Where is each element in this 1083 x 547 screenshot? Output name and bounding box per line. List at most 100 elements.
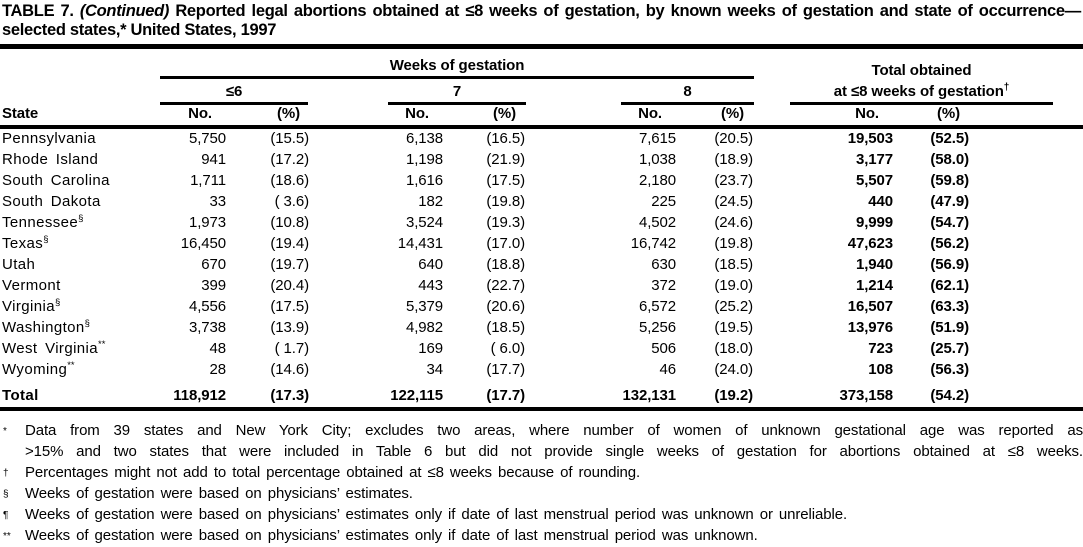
table-row: Pennsylvania 5,750 (15.5) 6,138 (16.5) 7,615 (…: [0, 127, 1083, 149]
value-cell: 16,450: [180, 235, 226, 252]
state-name: Vermont: [2, 277, 61, 294]
value-cell: 19,503: [847, 130, 893, 147]
table-row: Utah 670 (19.7) 640 (18.8) 630 (18.5) 1,940 (56.…: [0, 254, 1083, 275]
state-footnote-marker: **: [98, 339, 106, 350]
value-cell: (52.5): [930, 130, 969, 147]
value-cell: 630: [651, 256, 676, 273]
value-cell: 4,556: [188, 298, 226, 315]
total-obtained-header: Total obtained: [871, 62, 972, 79]
state-cell: Pennsylvania: [0, 127, 160, 149]
value-cell: 1,940: [855, 256, 893, 273]
value-cell: 122,115: [390, 387, 443, 404]
value-cell: (54.7): [930, 214, 969, 231]
value-cell: 1,616: [405, 172, 443, 189]
state-footnote-marker: §: [43, 234, 49, 245]
weeks-of-gestation-header: Weeks of gestation: [160, 57, 754, 79]
value-cell: 13,976: [847, 319, 893, 336]
value-cell: 372: [651, 277, 676, 294]
dagger-footnote-marker: †: [1003, 82, 1010, 93]
table-row: West Virginia** 48 ( 1.7) 169 ( 6.0) 506 (18.0…: [0, 338, 1083, 359]
table-row: Wyoming** 28 (14.6) 34 (17.7) 46 (24.0) 108 (56.…: [0, 359, 1083, 380]
value-cell: 506: [651, 340, 676, 357]
value-cell: (21.9): [486, 151, 525, 168]
value-cell: (19.3): [486, 214, 525, 231]
footnote-marker: †: [3, 468, 9, 479]
value-cell: 182: [418, 193, 443, 210]
table-row: Tennessee§ 1,973 (10.8) 3,524 (19.3) 4,502 (24…: [0, 212, 1083, 233]
table-row: Vermont 399 (20.4) 443 (22.7) 372 (19.0) 1,214 (…: [0, 275, 1083, 296]
table-title-text: Reported legal abortions obtained at ≤8 …: [2, 2, 1081, 39]
value-cell: 3,524: [405, 214, 443, 231]
state-name: Rhode Island: [2, 151, 99, 168]
value-cell: 16,507: [847, 298, 893, 315]
value-cell: (56.9): [930, 256, 969, 273]
footnote-marker: *: [3, 426, 7, 437]
value-cell: 7,615: [638, 130, 676, 147]
value-cell: 28: [209, 361, 227, 378]
table-row: South Dakota 33 ( 3.6) 182 (19.8) 225 (24.5) 44…: [0, 191, 1083, 212]
value-cell: ( 1.7): [274, 340, 310, 357]
value-cell: 225: [651, 193, 676, 210]
table-title: TABLE 7. (Continued) Reported legal abor…: [0, 0, 1083, 49]
value-cell: 1,214: [855, 277, 893, 294]
value-cell: 941: [201, 151, 226, 168]
value-cell: (17.7): [486, 361, 525, 378]
state-cell: Rhode Island: [0, 149, 160, 170]
value-cell: 132,131: [622, 387, 676, 404]
filler-cell: [970, 254, 1083, 275]
footnote-text-line: Percentages might not add to total perce…: [25, 464, 641, 481]
header-group-row: Weeks of gestation Total obtained: [0, 57, 1083, 79]
footnote: ** Weeks of gestation were based on physi…: [0, 525, 1083, 546]
footnote: § Weeks of gestation were based on physic…: [0, 483, 1083, 504]
value-cell: (19.4): [270, 235, 309, 252]
value-cell: (18.6): [270, 172, 309, 189]
filler-cell: [970, 233, 1083, 254]
value-cell: (17.2): [270, 151, 309, 168]
table-continued-label: (Continued): [79, 2, 170, 20]
state-name: Utah: [2, 256, 36, 273]
state-name: Wyoming: [2, 361, 68, 378]
value-cell: (16.5): [486, 130, 525, 147]
state-column-header: State: [0, 105, 160, 129]
value-cell: (19.8): [714, 235, 753, 252]
value-cell: (20.4): [270, 277, 309, 294]
no-column-header-7: No.: [310, 105, 445, 129]
value-cell: 640: [418, 256, 443, 273]
no-column-header-total: No.: [754, 105, 895, 129]
filler-cell: [970, 380, 1083, 409]
value-cell: 47,623: [847, 235, 893, 252]
table-row: Texas§ 16,450 (19.4) 14,431 (17.0) 16,742 (19.…: [0, 233, 1083, 254]
week8-group-cell: 8: [526, 79, 754, 105]
value-cell: (51.9): [930, 319, 969, 336]
table-row: Rhode Island 941 (17.2) 1,198 (21.9) 1,038 (18…: [0, 149, 1083, 170]
value-cell: 14,431: [397, 235, 443, 252]
filler-cell: [970, 317, 1083, 338]
footnote-text-line: >15% and two states that were included i…: [25, 443, 1083, 460]
value-cell: 5,256: [638, 319, 676, 336]
state-name: Virginia: [2, 298, 55, 315]
pct-column-header-total: (%): [895, 105, 970, 129]
value-cell: 5,750: [188, 130, 226, 147]
value-cell: 6,138: [405, 130, 443, 147]
header-columns-row: State No. (%) No. (%) No. (%) No. (%): [0, 105, 1083, 129]
value-cell: 4,982: [405, 319, 443, 336]
value-cell: (19.0): [714, 277, 753, 294]
state-cell: Tennessee§: [0, 212, 160, 233]
value-cell: (20.5): [714, 130, 753, 147]
state-cell: Washington§: [0, 317, 160, 338]
value-cell: (17.0): [486, 235, 525, 252]
footnotes-section: * Data from 39 states and New York City; …: [0, 420, 1083, 546]
state-footnote-marker: **: [67, 360, 75, 371]
filler-cell: [970, 338, 1083, 359]
table-total-row: Total 118,912 (17.3) 122,115 (17.7) 132,131 (1…: [0, 380, 1083, 409]
column-group-8: 8: [621, 83, 754, 105]
header-empty-cell: [0, 57, 160, 79]
value-cell: (62.1): [930, 277, 969, 294]
footnote-marker: ¶: [3, 510, 9, 521]
table-row: South Carolina 1,711 (18.6) 1,616 (17.5) 2,18…: [0, 170, 1083, 191]
value-cell: (18.9): [714, 151, 753, 168]
value-cell: (20.6): [486, 298, 525, 315]
value-cell: 723: [868, 340, 893, 357]
value-cell: (17.3): [270, 387, 309, 404]
